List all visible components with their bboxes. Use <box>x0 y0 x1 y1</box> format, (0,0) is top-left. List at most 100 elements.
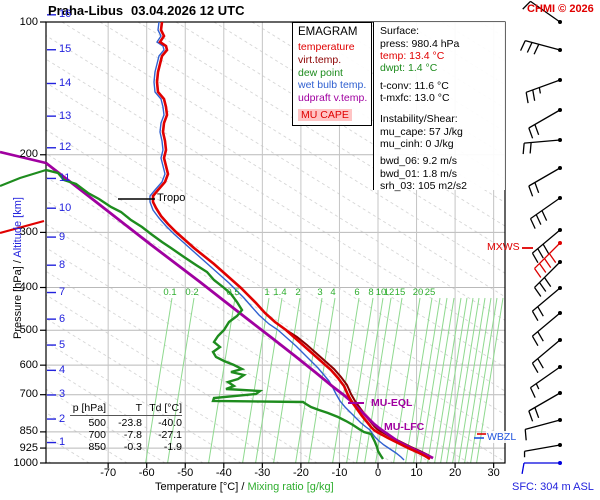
parcel-curve <box>46 161 434 460</box>
legend-title: EMAGRAM <box>298 26 358 38</box>
pressure-tick-label: 850 <box>19 425 38 438</box>
mixing-ratio-label: 0.1 <box>163 287 177 298</box>
y-axis-title-altitude: Altitude [km] <box>12 197 24 258</box>
wind-barb <box>528 166 562 197</box>
instability-row: bwd_01: 1.8 m/s <box>380 167 458 180</box>
altitude-tick-label: 1 <box>59 436 66 449</box>
altitude-tick-label: 14 <box>59 76 72 89</box>
station-elevation: SFC: 304 m ASL <box>512 481 594 493</box>
mu-lfc-label: MU-LFC <box>384 421 425 433</box>
pressure-tick-label: 100 <box>19 15 38 28</box>
table-cell: -0.3 <box>123 441 142 453</box>
mixing-ratio-label: 1 <box>264 287 270 298</box>
altitude-tick-label: 10 <box>59 201 72 214</box>
axis-ticks <box>40 14 495 468</box>
y-axis-title-pressure: Pressure [hPa] / <box>12 257 24 339</box>
instability-row: mu_cinh: 0 J/kg <box>380 138 454 151</box>
altitude-tick-label: 2 <box>59 412 66 425</box>
legend-item: virt.temp. <box>298 53 342 66</box>
mixing-ratio-label: 15 <box>394 287 406 298</box>
mixing-ratio-label: 10 <box>375 287 387 298</box>
table-cell: -7.8 <box>123 429 142 441</box>
surface-row: dwpt: 1.4 °C <box>380 62 438 75</box>
table-cell: -27.1 <box>158 429 182 441</box>
wind-barb <box>522 0 562 24</box>
wetbulb-curve <box>149 22 405 461</box>
legend-box: EMAGRAM temperature virt.temp. dew point we… <box>292 22 372 126</box>
temp-tick-label: -70 <box>100 467 117 479</box>
wind-barb <box>524 418 562 441</box>
instability-row: bwd_06: 9.2 m/s <box>380 155 458 168</box>
mixing-ratio-label: 12 <box>383 287 395 298</box>
instability-row: mu_cape: 57 J/kg <box>380 126 463 139</box>
mixing-ratio-label: 3 <box>317 287 323 298</box>
pressure-tick-label: 500 <box>19 323 38 336</box>
pressure-tick-label: 400 <box>19 281 38 293</box>
temperature-curve <box>151 22 431 461</box>
mixing-ratio-label: 1.4 <box>273 287 287 298</box>
mxws-label: MXWS <box>487 241 520 253</box>
wind-barb <box>529 365 562 398</box>
mixing-ratio-label: 8 <box>368 287 374 298</box>
dewpoint-curve <box>46 168 384 460</box>
pressure-tick-label: 200 <box>19 148 38 161</box>
table-cell: -1.9 <box>163 441 182 453</box>
dry-adiabat-lines <box>46 22 505 463</box>
x-axis-title-mixing: Mixing ratio [g/kg] <box>247 481 334 493</box>
table-cell: 500 <box>88 417 106 429</box>
altitude-tick-label: 5 <box>59 338 66 351</box>
tropo-label: Tropo <box>157 192 186 204</box>
table-row: 500 -23.8 -40.0 <box>70 417 182 429</box>
temp-tick-label: 0 <box>374 467 382 479</box>
instability-rows: mu_cape: 57 J/kg mu_cinh: 0 J/kg bwd_06: 9… <box>380 126 505 192</box>
table-cell: -23.8 <box>118 417 142 429</box>
copyright: CHMI © 2026 <box>527 3 594 15</box>
x-axis-title: Temperature [°C] / Mixing ratio [g/kg] <box>155 481 334 493</box>
temp-tick-label: -60 <box>138 467 155 479</box>
parcel-curve-margin <box>0 150 47 165</box>
altitude-tick-label: 8 <box>59 258 66 271</box>
altitude-tick-label: 16 <box>59 8 72 21</box>
surface-heading: Surface: <box>380 25 420 37</box>
mixing-ratio-lines <box>145 297 504 463</box>
wind-barbs <box>519 0 562 474</box>
temperature-curve-margin <box>0 219 45 235</box>
wind-barb <box>522 138 562 155</box>
wind-barb <box>531 338 562 373</box>
wind-barb <box>519 40 562 55</box>
station-name: Praha-Libus <box>48 3 124 18</box>
instability-row: srh_03: 105 m2/s2 <box>380 179 467 192</box>
wind-barb <box>531 286 562 321</box>
instability-heading: Instability/Shear: <box>380 113 458 126</box>
altitude-tick-label: 13 <box>59 109 72 122</box>
surface-row: t-conv: 11.6 °C <box>380 79 449 92</box>
altitude-tick-label: 11 <box>59 171 71 184</box>
mixing-ratio-label: 4 <box>330 287 336 298</box>
x-axis-title-temp: Temperature [°C] / <box>155 481 248 493</box>
wind-barb <box>528 108 562 139</box>
altitude-tick-label: 12 <box>59 141 72 154</box>
wind-barb <box>525 78 562 104</box>
table-cell: -40.0 <box>158 417 182 429</box>
mixing-ratio-label: 0.2 <box>185 287 199 298</box>
table-header-cell: Td [°C] <box>149 402 182 414</box>
wind-barb <box>529 196 562 229</box>
altitude-tick-label: 15 <box>59 43 72 56</box>
legend-item: dew point <box>298 66 343 79</box>
altitude-tick-label: 4 <box>59 363 66 376</box>
wind-barb <box>521 461 562 474</box>
mixing-ratio-label: 2 <box>295 287 301 298</box>
wind-barb <box>531 228 562 263</box>
temp-tick-label: -10 <box>331 467 348 479</box>
y-axis-title: Pressure [hPa] / Altitude [km] <box>12 88 24 448</box>
altitude-tick-label: 9 <box>59 230 66 243</box>
temp-tick-label: 10 <box>410 467 423 479</box>
table-header-cell: p [hPa] <box>72 402 106 414</box>
info-panel: Surface: press: 980.4 hPa temp: 13.4 °C dw… <box>373 22 505 192</box>
sounding-datetime: 03.04.2026 12 UTC <box>131 3 245 18</box>
surface-row: t-mxfc: 13.0 °C <box>380 91 450 104</box>
temp-tick-label: -20 <box>292 467 309 479</box>
wind-barb <box>534 241 562 278</box>
table-cell: 700 <box>88 429 106 441</box>
